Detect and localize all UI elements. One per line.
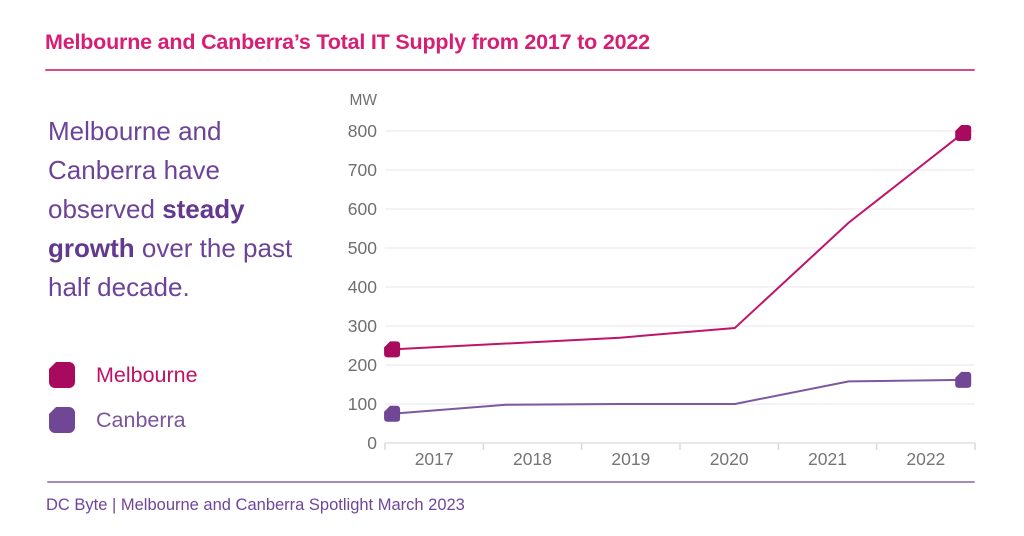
y-tick-label: 0 [367, 433, 377, 453]
x-tick-label: 2019 [611, 449, 650, 469]
legend-label-melbourne: Melbourne [96, 362, 198, 387]
y-tick-label: 700 [348, 160, 377, 180]
legend-item-canberra: Canberra [49, 405, 198, 435]
chart-legend: Melbourne Canberra [49, 360, 198, 450]
source-attribution: DC Byte | Melbourne and Canberra Spotlig… [46, 496, 465, 514]
y-tick-label: 100 [348, 394, 377, 414]
y-tick-label: 400 [348, 277, 377, 297]
page-title: Melbourne and Canberra’s Total IT Supply… [45, 30, 650, 54]
line-chart: 0 100 200 300 400 500 600 700 800 MW 2017 2018 2019 2… [340, 85, 1000, 485]
x-tick-label: 2018 [513, 449, 552, 469]
y-tick-label: 800 [348, 121, 377, 141]
footer-divider [47, 481, 975, 483]
y-tick-label: 500 [348, 238, 377, 258]
canberra-data-marker [384, 405, 401, 422]
canberra-line [392, 378, 964, 415]
x-tick-label: 2022 [906, 449, 945, 469]
insight-text-after: over the past half decade. [48, 233, 293, 302]
y-tick-label: 600 [348, 199, 377, 219]
canberra-data-marker [955, 371, 972, 388]
melbourne-swatch-icon [49, 362, 75, 388]
legend-item-melbourne: Melbourne [49, 360, 198, 390]
melbourne-line [392, 132, 964, 351]
canberra-swatch-icon [49, 407, 75, 433]
title-divider [45, 69, 975, 71]
line-chart-svg: 0 100 200 300 400 500 600 700 800 MW 2017 2018 2019 2… [348, 92, 976, 469]
melbourne-data-marker [384, 341, 401, 358]
insight-text: Melbourne and Canberra have observed ste… [48, 112, 298, 307]
insight-text-bold: steady growth [48, 194, 245, 263]
y-axis-unit-label: MW [349, 92, 377, 109]
y-tick-label: 300 [348, 316, 377, 336]
x-tick-label: 2017 [415, 449, 454, 469]
legend-label-canberra: Canberra [96, 407, 186, 432]
melbourne-data-marker [955, 124, 972, 141]
y-tick-label: 200 [348, 355, 377, 375]
x-tick-label: 2020 [710, 449, 749, 469]
x-tick-label: 2021 [808, 449, 847, 469]
insight-text-before: Melbourne and Canberra have observed [48, 116, 222, 224]
